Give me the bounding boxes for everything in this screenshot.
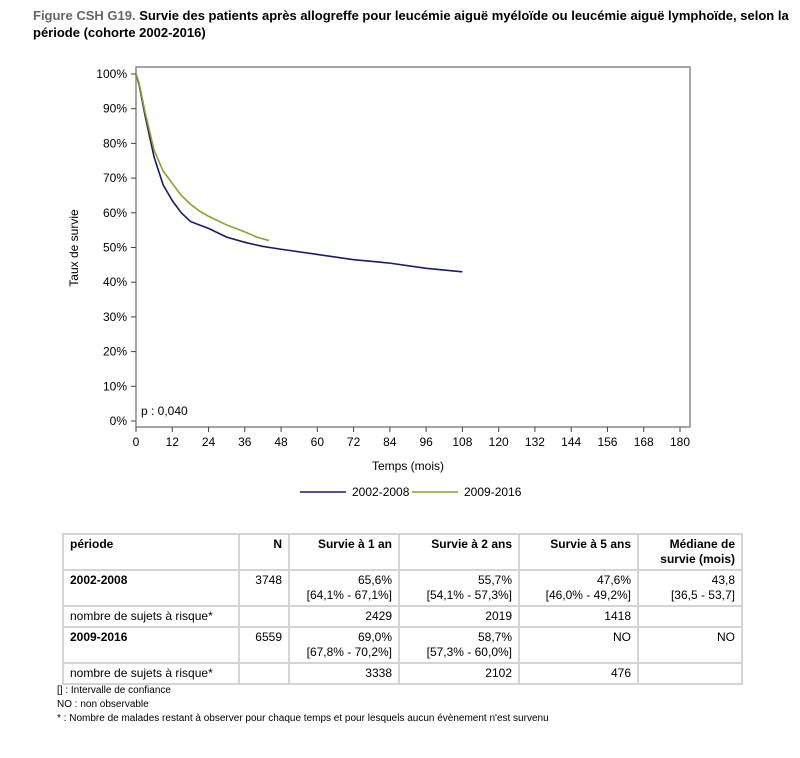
y-axis-label: Taux de survie — [67, 209, 81, 287]
x-tick-label: 132 — [525, 435, 545, 449]
figure-title: Figure CSH G19. Survie des patients aprè… — [33, 7, 800, 41]
y-tick-label: 60% — [103, 206, 127, 220]
ci: [46,0% - 49,2%] — [545, 588, 631, 602]
empty-cell — [637, 605, 743, 628]
y-tick-label: 80% — [103, 136, 127, 150]
plot-frame — [135, 66, 691, 428]
value: NO — [717, 630, 735, 644]
ci: [36,5 - 53,7] — [670, 588, 735, 602]
header-survie-2ans: Survie à 2 ans — [398, 533, 520, 571]
value: 55,7% — [477, 573, 512, 587]
x-tick-label: 60 — [311, 435, 325, 449]
x-tick-label: 24 — [202, 435, 216, 449]
survie-5ans-cell: 47,6% [46,0% - 49,2%] — [518, 569, 639, 607]
risk-2ans: 2102 — [398, 662, 520, 685]
x-tick-label: 180 — [670, 435, 690, 449]
x-tick-label: 156 — [597, 435, 617, 449]
mediane-cell: NO — [637, 626, 743, 664]
header-mediane: Médiane de survie (mois) — [637, 533, 743, 571]
periode-cell: 2002-2008 — [62, 569, 240, 607]
x-tick-label: 72 — [347, 435, 361, 449]
survival-chart: 0% 10% 20% 30% 40% 50% 60% 70% 80% 90% 100% 0 12 24 36… — [67, 66, 691, 499]
x-tick-label: 36 — [238, 435, 252, 449]
figure-number: Figure CSH G19. — [33, 8, 136, 23]
table-row: 2009-2016 6559 69,0% [67,8% - 70,2%] 58,7… — [62, 626, 743, 664]
survival-curve-2002-2008 — [135, 73, 463, 273]
risk-1an: 2429 — [288, 605, 400, 628]
x-tick-label: 0 — [133, 435, 140, 449]
value: 65,6% — [357, 573, 392, 587]
survie-1an-cell: 65,6% [64,1% - 67,1%] — [288, 569, 400, 607]
x-tick-label: 48 — [274, 435, 288, 449]
y-tick-label: 40% — [103, 275, 127, 289]
header-n: N — [238, 533, 290, 571]
x-tick-label: 12 — [166, 435, 180, 449]
legend-label: 2002-2008 — [352, 485, 410, 499]
y-tick-label: 50% — [103, 241, 127, 255]
figure-caption: Survie des patients après allogreffe pou… — [33, 8, 789, 40]
mediane-cell: 43,8 [36,5 - 53,7] — [637, 569, 743, 607]
x-tick-label: 108 — [452, 435, 472, 449]
x-axis-label: Temps (mois) — [372, 459, 444, 473]
survival-table: période N Survie à 1 an Survie à 2 ans S… — [62, 533, 743, 685]
value: NO — [613, 630, 631, 644]
survival-curve-2009-2016 — [135, 73, 270, 242]
empty-cell — [238, 662, 290, 685]
header-survie-1an: Survie à 1 an — [288, 533, 400, 571]
empty-cell — [238, 605, 290, 628]
risk-2ans: 2019 — [398, 605, 520, 628]
y-tick-label: 100% — [96, 67, 127, 81]
y-tick-label: 20% — [103, 345, 127, 359]
survie-5ans-cell: NO — [518, 626, 639, 664]
x-tick-label: 168 — [634, 435, 654, 449]
ci: [67,8% - 70,2%] — [306, 645, 392, 659]
risk-row: nombre de sujets à risque* 2429 2019 141… — [62, 605, 743, 628]
survie-1an-cell: 69,0% [67,8% - 70,2%] — [288, 626, 400, 664]
x-tick-label: 144 — [561, 435, 581, 449]
footnote: * : Nombre de malades restant à observer… — [57, 713, 549, 724]
p-value-annotation: p : 0,040 — [141, 404, 188, 418]
table-row: 2002-2008 3748 65,6% [64,1% - 67,1%] 55,7… — [62, 569, 743, 607]
n-cell: 3748 — [238, 569, 290, 607]
risk-5ans: 476 — [518, 662, 639, 685]
ci: [57,3% - 60,0%] — [426, 645, 512, 659]
risk-row: nombre de sujets à risque* 3338 2102 476 — [62, 662, 743, 685]
ci: [64,1% - 67,1%] — [306, 588, 392, 602]
footnotes: [] : Intervalle de confiance NO : non ob… — [57, 684, 549, 726]
risk-5ans: 1418 — [518, 605, 639, 628]
survie-2ans-cell: 58,7% [57,3% - 60,0%] — [398, 626, 520, 664]
x-tick-label: 120 — [489, 435, 509, 449]
survie-2ans-cell: 55,7% [54,1% - 57,3%] — [398, 569, 520, 607]
empty-cell — [637, 662, 743, 685]
risk-label: nombre de sujets à risque* — [62, 662, 240, 685]
n-cell: 6559 — [238, 626, 290, 664]
y-tick-label: 70% — [103, 171, 127, 185]
y-tick-label: 30% — [103, 310, 127, 324]
header-periode: période — [62, 533, 240, 571]
header-survie-5ans: Survie à 5 ans — [518, 533, 639, 571]
risk-1an: 3338 — [288, 662, 400, 685]
footnote: NO : non observable — [57, 699, 149, 710]
y-tick-label: 0% — [110, 414, 128, 428]
value: 47,6% — [596, 573, 631, 587]
value: 43,8 — [711, 573, 735, 587]
value: 69,0% — [357, 630, 392, 644]
footnote: [] : Intervalle de confiance — [57, 685, 171, 696]
y-tick-label: 90% — [103, 102, 127, 116]
periode-cell: 2009-2016 — [62, 626, 240, 664]
x-tick-label: 96 — [419, 435, 433, 449]
table-header-row: période N Survie à 1 an Survie à 2 ans S… — [62, 533, 743, 571]
legend-label: 2009-2016 — [464, 485, 522, 499]
x-tick-label: 84 — [383, 435, 397, 449]
value: 58,7% — [477, 630, 512, 644]
y-tick-label: 10% — [103, 379, 127, 393]
risk-label: nombre de sujets à risque* — [62, 605, 240, 628]
ci: [54,1% - 57,3%] — [426, 588, 512, 602]
